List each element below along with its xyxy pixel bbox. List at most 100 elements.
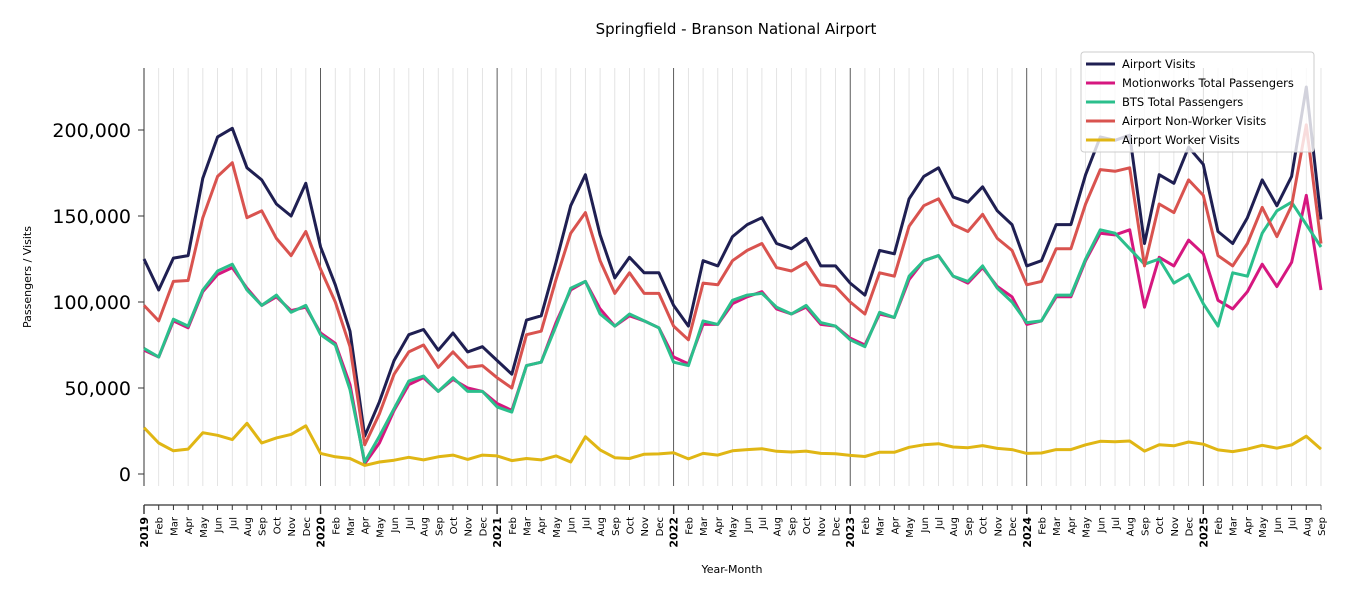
x-month-label: Nov bbox=[817, 517, 828, 537]
x-year-label: 2025 bbox=[1197, 517, 1210, 548]
x-month-label: Aug bbox=[949, 517, 960, 537]
x-month-label: Jul bbox=[405, 517, 416, 530]
x-month-label: Feb bbox=[508, 517, 519, 535]
x-month-label: Dec bbox=[655, 517, 666, 536]
y-tick-label: 100,000 bbox=[52, 292, 131, 314]
x-month-label: Oct bbox=[449, 517, 460, 534]
y-axis-label: Passengers / Visits bbox=[21, 226, 34, 328]
x-month-label: Mar bbox=[169, 516, 180, 536]
x-year-label: 2019 bbox=[138, 517, 151, 548]
series-line-airport-worker-visits bbox=[142, 421, 1322, 467]
x-month-label: Apr bbox=[1067, 516, 1078, 534]
x-month-label: Mar bbox=[699, 516, 710, 536]
x-month-label: Mar bbox=[346, 516, 357, 536]
x-month-label: May bbox=[905, 517, 916, 538]
x-month-label: Feb bbox=[155, 517, 166, 535]
x-month-label: Feb bbox=[1214, 517, 1225, 535]
x-month-label: Jun bbox=[920, 517, 931, 534]
x-year-label: 2020 bbox=[315, 517, 328, 548]
x-month-label: Dec bbox=[302, 517, 313, 536]
y-axis-ticks: 0 50,000 100,000 150,000 200,000 bbox=[52, 120, 144, 486]
legend-label: Airport Non-Worker Visits bbox=[1122, 114, 1266, 128]
x-month-label: Mar bbox=[1229, 516, 1240, 536]
chart-title: Springfield - Branson National Airport bbox=[596, 20, 877, 38]
x-year-label: 2023 bbox=[844, 517, 857, 548]
x-month-label: May bbox=[375, 517, 386, 538]
y-tick-label: 50,000 bbox=[65, 378, 131, 400]
x-month-label: Feb bbox=[1037, 517, 1048, 535]
x-month-label: Sep bbox=[258, 517, 269, 536]
x-month-label: Mar bbox=[876, 516, 887, 536]
x-month-label: Nov bbox=[1170, 517, 1181, 537]
x-month-label: Nov bbox=[640, 517, 651, 537]
x-axis-ticks: 2019 Feb Mar Apr May Jun Jul Aug Sep Oct Nov Dec 202… bbox=[138, 505, 1328, 548]
x-month-label: Apr bbox=[714, 516, 725, 534]
x-month-label: Jun bbox=[214, 517, 225, 534]
x-month-label: Jun bbox=[1273, 517, 1284, 534]
y-tick-label: 150,000 bbox=[52, 206, 131, 228]
x-month-label: Jul bbox=[934, 517, 945, 530]
y-tick-label: 0 bbox=[119, 464, 131, 486]
x-month-label: Oct bbox=[626, 517, 637, 534]
x-month-label: Aug bbox=[773, 517, 784, 537]
x-month-label: Sep bbox=[1317, 517, 1328, 536]
x-month-label: Mar bbox=[1052, 516, 1063, 536]
legend-label: BTS Total Passengers bbox=[1122, 95, 1243, 109]
x-month-label: Aug bbox=[596, 517, 607, 537]
x-month-label: Feb bbox=[861, 517, 872, 535]
series-line-airport-non-worker-visits bbox=[142, 123, 1323, 447]
x-year-label: 2024 bbox=[1021, 517, 1034, 548]
x-month-label: Jun bbox=[743, 517, 754, 534]
x-month-label: Aug bbox=[420, 517, 431, 537]
x-month-label: May bbox=[1258, 517, 1269, 538]
x-month-label: Sep bbox=[1140, 517, 1151, 536]
series-line-bts-total-passengers bbox=[143, 200, 1323, 464]
x-month-label: Nov bbox=[993, 517, 1004, 537]
legend-label: Airport Visits bbox=[1122, 57, 1196, 71]
x-month-label: Jun bbox=[390, 517, 401, 534]
x-month-label: Sep bbox=[434, 517, 445, 536]
x-month-label: Oct bbox=[1155, 517, 1166, 534]
x-month-label: Jun bbox=[1096, 517, 1107, 534]
x-month-label: Oct bbox=[802, 517, 813, 534]
x-month-label: Jul bbox=[1111, 517, 1122, 530]
x-month-label: Sep bbox=[964, 517, 975, 536]
x-month-label: Jul bbox=[581, 517, 592, 530]
x-month-label: Apr bbox=[184, 516, 195, 534]
x-month-label: Apr bbox=[537, 516, 548, 534]
x-month-label: Jul bbox=[1288, 517, 1299, 530]
x-year-label: 2021 bbox=[491, 517, 504, 548]
x-month-label: May bbox=[729, 517, 740, 538]
legend-box bbox=[1080, 51, 1315, 153]
x-month-label: Oct bbox=[272, 517, 283, 534]
x-month-label: May bbox=[552, 517, 563, 538]
x-month-label: Feb bbox=[331, 517, 342, 535]
x-month-label: Apr bbox=[1243, 516, 1254, 534]
x-month-label: Dec bbox=[1185, 517, 1196, 536]
x-month-label: Mar bbox=[523, 516, 534, 536]
x-month-label: Aug bbox=[1302, 517, 1313, 537]
x-month-label: Jun bbox=[567, 517, 578, 534]
x-month-label: Aug bbox=[1126, 517, 1137, 537]
x-month-label: Oct bbox=[979, 517, 990, 534]
x-month-label: Jul bbox=[228, 517, 239, 530]
legend: Airport Visits Motionworks Total Passenge… bbox=[1080, 51, 1315, 153]
x-month-label: Feb bbox=[684, 517, 695, 535]
x-month-label: Jul bbox=[758, 517, 769, 530]
x-month-label: Nov bbox=[464, 517, 475, 537]
x-month-label: May bbox=[199, 517, 210, 538]
x-month-label: Sep bbox=[611, 517, 622, 536]
x-month-label: Apr bbox=[361, 516, 372, 534]
x-month-label: Dec bbox=[478, 517, 489, 536]
x-month-label: Apr bbox=[890, 516, 901, 534]
x-month-label: Aug bbox=[243, 517, 254, 537]
y-tick-label: 200,000 bbox=[52, 120, 131, 142]
x-month-label: Dec bbox=[1008, 517, 1019, 536]
legend-label: Motionworks Total Passengers bbox=[1122, 76, 1294, 90]
x-axis-label: Year-Month bbox=[700, 563, 762, 576]
x-month-label: Dec bbox=[831, 517, 842, 536]
x-month-label: May bbox=[1082, 517, 1093, 538]
x-month-label: Nov bbox=[287, 517, 298, 537]
x-month-label: Sep bbox=[787, 517, 798, 536]
